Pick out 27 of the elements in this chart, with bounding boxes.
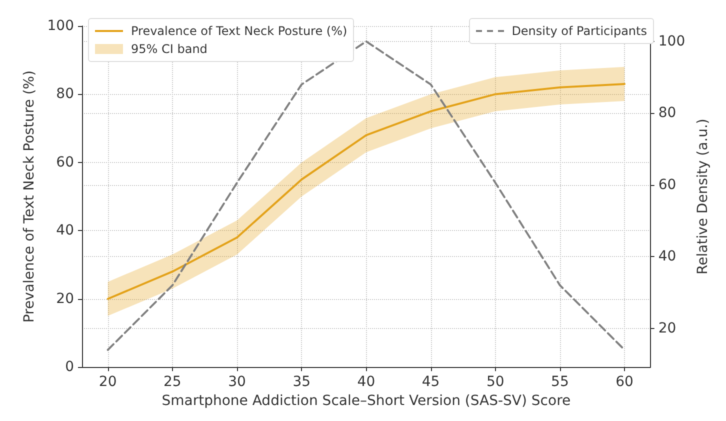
y-tick-label: 0	[65, 359, 74, 376]
y2-tick-label: 100	[658, 33, 686, 50]
x-tick-label: 25	[164, 374, 182, 390]
x-tick-label: 40	[357, 374, 376, 390]
legend-label: Prevalence of Text Neck Posture (%)	[131, 24, 348, 38]
x-tick-label: 30	[228, 374, 246, 390]
y2-tick-label: 80	[658, 105, 676, 122]
legend-label: Density of Participants	[512, 24, 647, 38]
annotation: 95% CI band	[131, 42, 208, 56]
x-tick-label: 20	[98, 374, 117, 390]
y-tick-label: 40	[56, 222, 74, 239]
x-tick-label: 35	[292, 374, 311, 390]
x-tick-label: 55	[551, 374, 569, 390]
y2-axis-title: Relative Density (a.u.)	[695, 118, 711, 274]
x-tick-label: 50	[486, 374, 504, 390]
y2-tick-label: 20	[658, 320, 676, 336]
y-tick-label: 60	[56, 154, 74, 170]
y2-tick-label: 40	[658, 248, 676, 265]
x-tick-label: 45	[422, 374, 440, 390]
y-tick-label: 100	[47, 18, 74, 34]
y-tick-label: 80	[56, 86, 74, 102]
y-tick-label: 20	[56, 290, 74, 307]
x-axis-title: Smartphone Addiction Scale–Short Version (SAS-SV) Score	[162, 393, 571, 409]
y2-tick-label: 60	[658, 176, 676, 193]
y-axis-title: Prevalence of Text Neck Posture (%)	[21, 70, 38, 323]
line-series	[106, 40, 626, 351]
x-tick-label: 60	[616, 374, 634, 390]
